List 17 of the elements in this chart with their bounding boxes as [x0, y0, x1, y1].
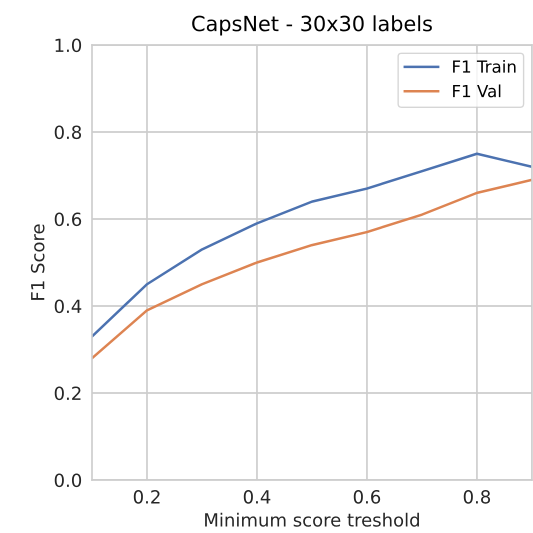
chart-title: CapsNet - 30x30 labels: [192, 15, 432, 36]
y-tick-label: 1.0: [56, 38, 82, 52]
y-tick-label: 0.6: [54, 212, 82, 226]
y-tick-label: 0.8: [54, 125, 82, 140]
x-tick-label: 0.4: [244, 490, 270, 504]
line-series: [92, 178, 532, 360]
y-tick-label: 0.4: [54, 299, 82, 314]
x-tick-label: 0.8: [464, 490, 490, 504]
x-tick-label: 0.6: [354, 490, 380, 504]
legend-label: F1 Val: [453, 84, 500, 98]
legend-label: F1 Train: [453, 60, 516, 73]
y-tick-label: 0.2: [54, 386, 80, 400]
x-tick-label: 0.2: [134, 490, 160, 504]
y-axis-title: F1 Score: [30, 224, 45, 300]
y-tick-label: 0.0: [54, 473, 82, 488]
line-series: [92, 152, 532, 338]
x-axis-title: Minimum score treshold: [205, 512, 419, 527]
